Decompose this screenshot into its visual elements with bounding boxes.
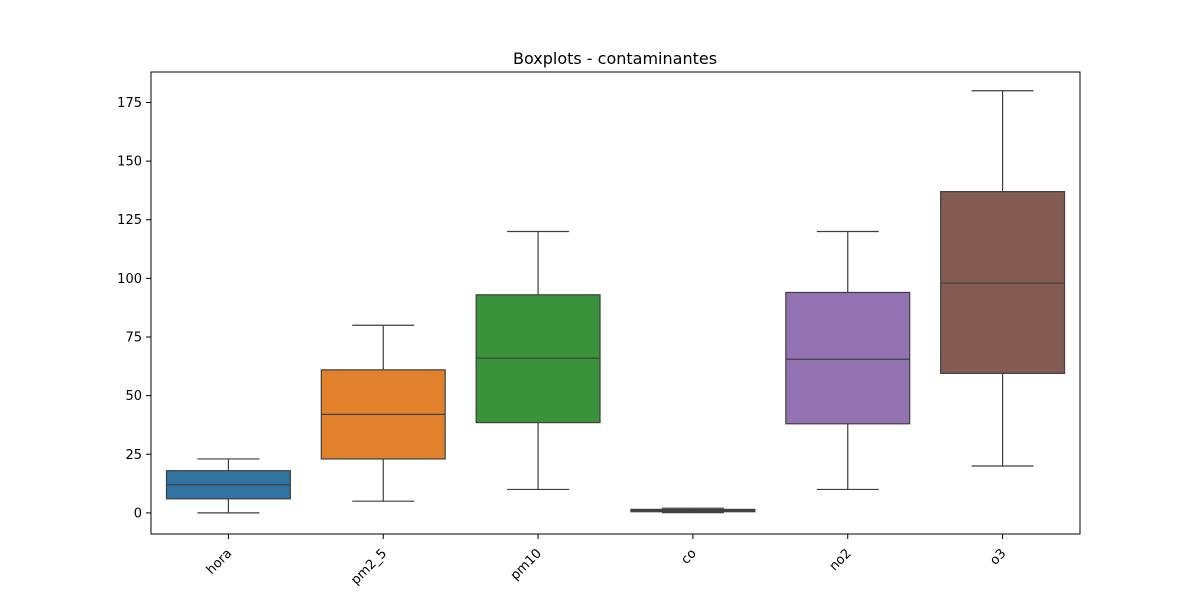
x-tick-label: no2 [827,546,855,574]
box-body [785,291,911,425]
box-no2 [785,230,911,491]
boxes-layer [165,90,1066,514]
y-tick-label: 50 [125,389,142,404]
y-tick-label: 125 [117,213,142,228]
x-tick-label: co [678,546,699,567]
x-axis: hora pm2_5 pm10 co no2 o3 [204,534,1009,588]
x-tick-label: o3 [987,546,1009,568]
x-tick-label: pm2_5 [348,546,390,588]
x-tick-label: pm10 [508,546,545,583]
box-o3 [940,90,1066,467]
y-tick-label: 175 [117,96,142,111]
chart-title: Boxplots - contaminantes [513,49,717,68]
y-tick-label: 100 [117,272,142,287]
y-tick-label: 75 [125,331,142,346]
box-co [630,507,756,514]
plot-frame [150,71,1081,535]
y-tick-label: 25 [125,448,142,463]
y-tick-label: 150 [117,155,142,170]
y-tick-label: 0 [134,506,142,521]
x-tick-label: hora [204,546,235,577]
box-hora [165,458,291,514]
box-pm10 [475,230,601,491]
y-axis: 0 25 50 75 100 125 150 175 [117,96,151,521]
box-pm2_5 [320,324,446,502]
